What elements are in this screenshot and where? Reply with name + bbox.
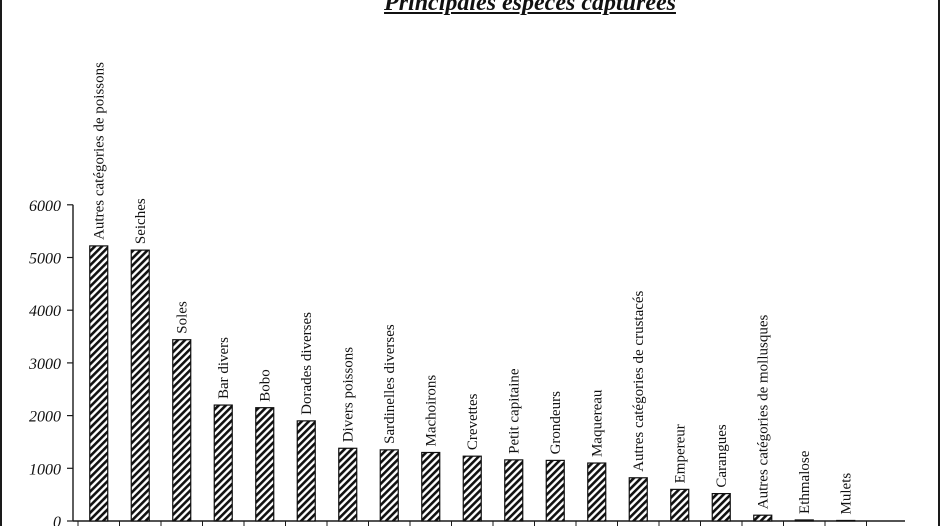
bar <box>172 339 192 522</box>
bar <box>545 459 565 522</box>
category-label: Crevettes <box>465 393 481 450</box>
bar <box>462 455 482 522</box>
category-label: Empereur <box>673 424 689 483</box>
y-tick-label: 2000 <box>29 409 61 426</box>
y-tick-label: 0 <box>53 514 61 526</box>
category-label: Seiches <box>133 198 149 244</box>
frame-left-border <box>0 0 2 526</box>
category-label: Petit capitaine <box>507 368 523 454</box>
category-label: Ethmalose <box>797 450 813 514</box>
category-label: Grondeurs <box>548 391 564 454</box>
category-label: Soles <box>175 301 191 334</box>
bar <box>628 477 648 522</box>
y-tick-label: 5000 <box>29 251 61 268</box>
category-label: Dorades diverses <box>299 312 315 415</box>
y-tick-label: 3000 <box>28 356 61 373</box>
bar <box>130 249 150 522</box>
y-tick-label: 4000 <box>29 303 61 320</box>
category-label: Carangues <box>714 424 730 487</box>
bar <box>338 447 358 522</box>
category-label: Bar divers <box>216 337 232 399</box>
category-label: Divers poissons <box>341 347 357 443</box>
frame-right-border <box>938 0 940 526</box>
bar <box>213 404 233 522</box>
category-label: Maquereau <box>590 389 606 457</box>
bar <box>255 407 275 522</box>
y-tick-label: 6000 <box>29 198 61 215</box>
bar <box>587 462 607 522</box>
bar <box>753 514 773 522</box>
chart-title: Principales espèces capturées <box>384 0 676 16</box>
category-label: Mulets <box>839 473 855 515</box>
bar <box>379 449 399 522</box>
bar <box>711 492 731 522</box>
bar <box>89 245 109 522</box>
bar <box>421 451 441 522</box>
bar <box>794 519 814 522</box>
category-label: Autres catégories de mollusques <box>756 315 772 510</box>
bar <box>670 488 690 522</box>
bar <box>296 420 316 522</box>
category-label: Sardinelles diverses <box>382 324 398 444</box>
y-tick-label: 1000 <box>29 461 61 478</box>
category-label: Autres catégories de poissons <box>92 62 108 240</box>
category-label: Machoirons <box>424 375 440 447</box>
bar <box>504 459 524 522</box>
category-label: Autres catégories de crustacés <box>631 290 647 471</box>
category-label: Bobo <box>258 369 274 402</box>
bar <box>836 519 856 522</box>
